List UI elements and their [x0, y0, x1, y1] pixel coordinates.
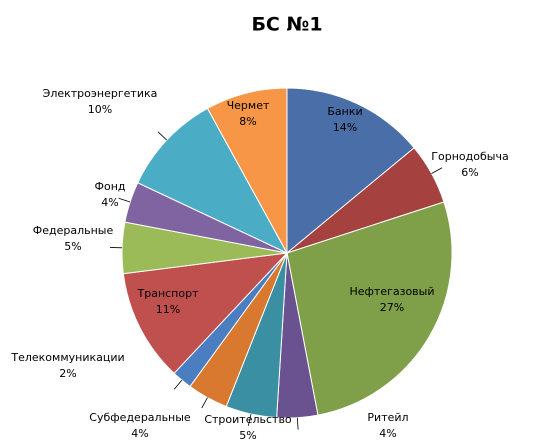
slice-label: Фонд: [95, 180, 126, 193]
chart-title: БС №1: [251, 14, 322, 36]
slice-value-label: 5%: [239, 429, 256, 442]
slice-label: Горнодобыча: [431, 150, 508, 163]
pie-slice: [286, 201, 453, 416]
slice-value-label: 4%: [131, 427, 148, 440]
leader-line: [296, 417, 299, 430]
pie-slice: [286, 87, 415, 255]
pie-slice: [122, 252, 289, 374]
slice-value-label: 8%: [239, 115, 256, 128]
slice-value-label: 4%: [101, 196, 118, 209]
slice-label: Банки: [327, 105, 362, 118]
slice-value-label: 4%: [379, 427, 396, 440]
slice-label: Строительство: [204, 413, 292, 426]
slice-label: Субфедеральные: [89, 411, 191, 424]
leader-line: [247, 413, 252, 426]
slice-label: Телекоммуникации: [10, 351, 124, 364]
slice-value-label: 11%: [156, 303, 180, 316]
slice-label: Транспорт: [137, 287, 200, 300]
slice-value-label: 6%: [461, 166, 478, 179]
leader-line: [157, 131, 167, 141]
slice-value-label: 5%: [64, 240, 81, 253]
leader-line: [431, 167, 443, 174]
slice-value-label: 2%: [59, 367, 76, 380]
slice-value-label: 10%: [88, 103, 112, 116]
slice-label: Федеральные: [33, 224, 114, 237]
leader-line: [173, 379, 183, 390]
slice-label: Чермет: [227, 99, 270, 112]
slice-label: Электроэнергетика: [43, 87, 158, 100]
leader-line: [118, 197, 131, 203]
slice-label: Нефтегазовый: [349, 285, 434, 298]
slice-value-label: 14%: [333, 121, 357, 134]
slice-label: Ритейл: [367, 411, 408, 424]
slice-value-label: 27%: [380, 301, 404, 314]
pie-slice: [206, 87, 288, 254]
pie-slice: [137, 107, 289, 255]
leader-line: [201, 397, 208, 409]
